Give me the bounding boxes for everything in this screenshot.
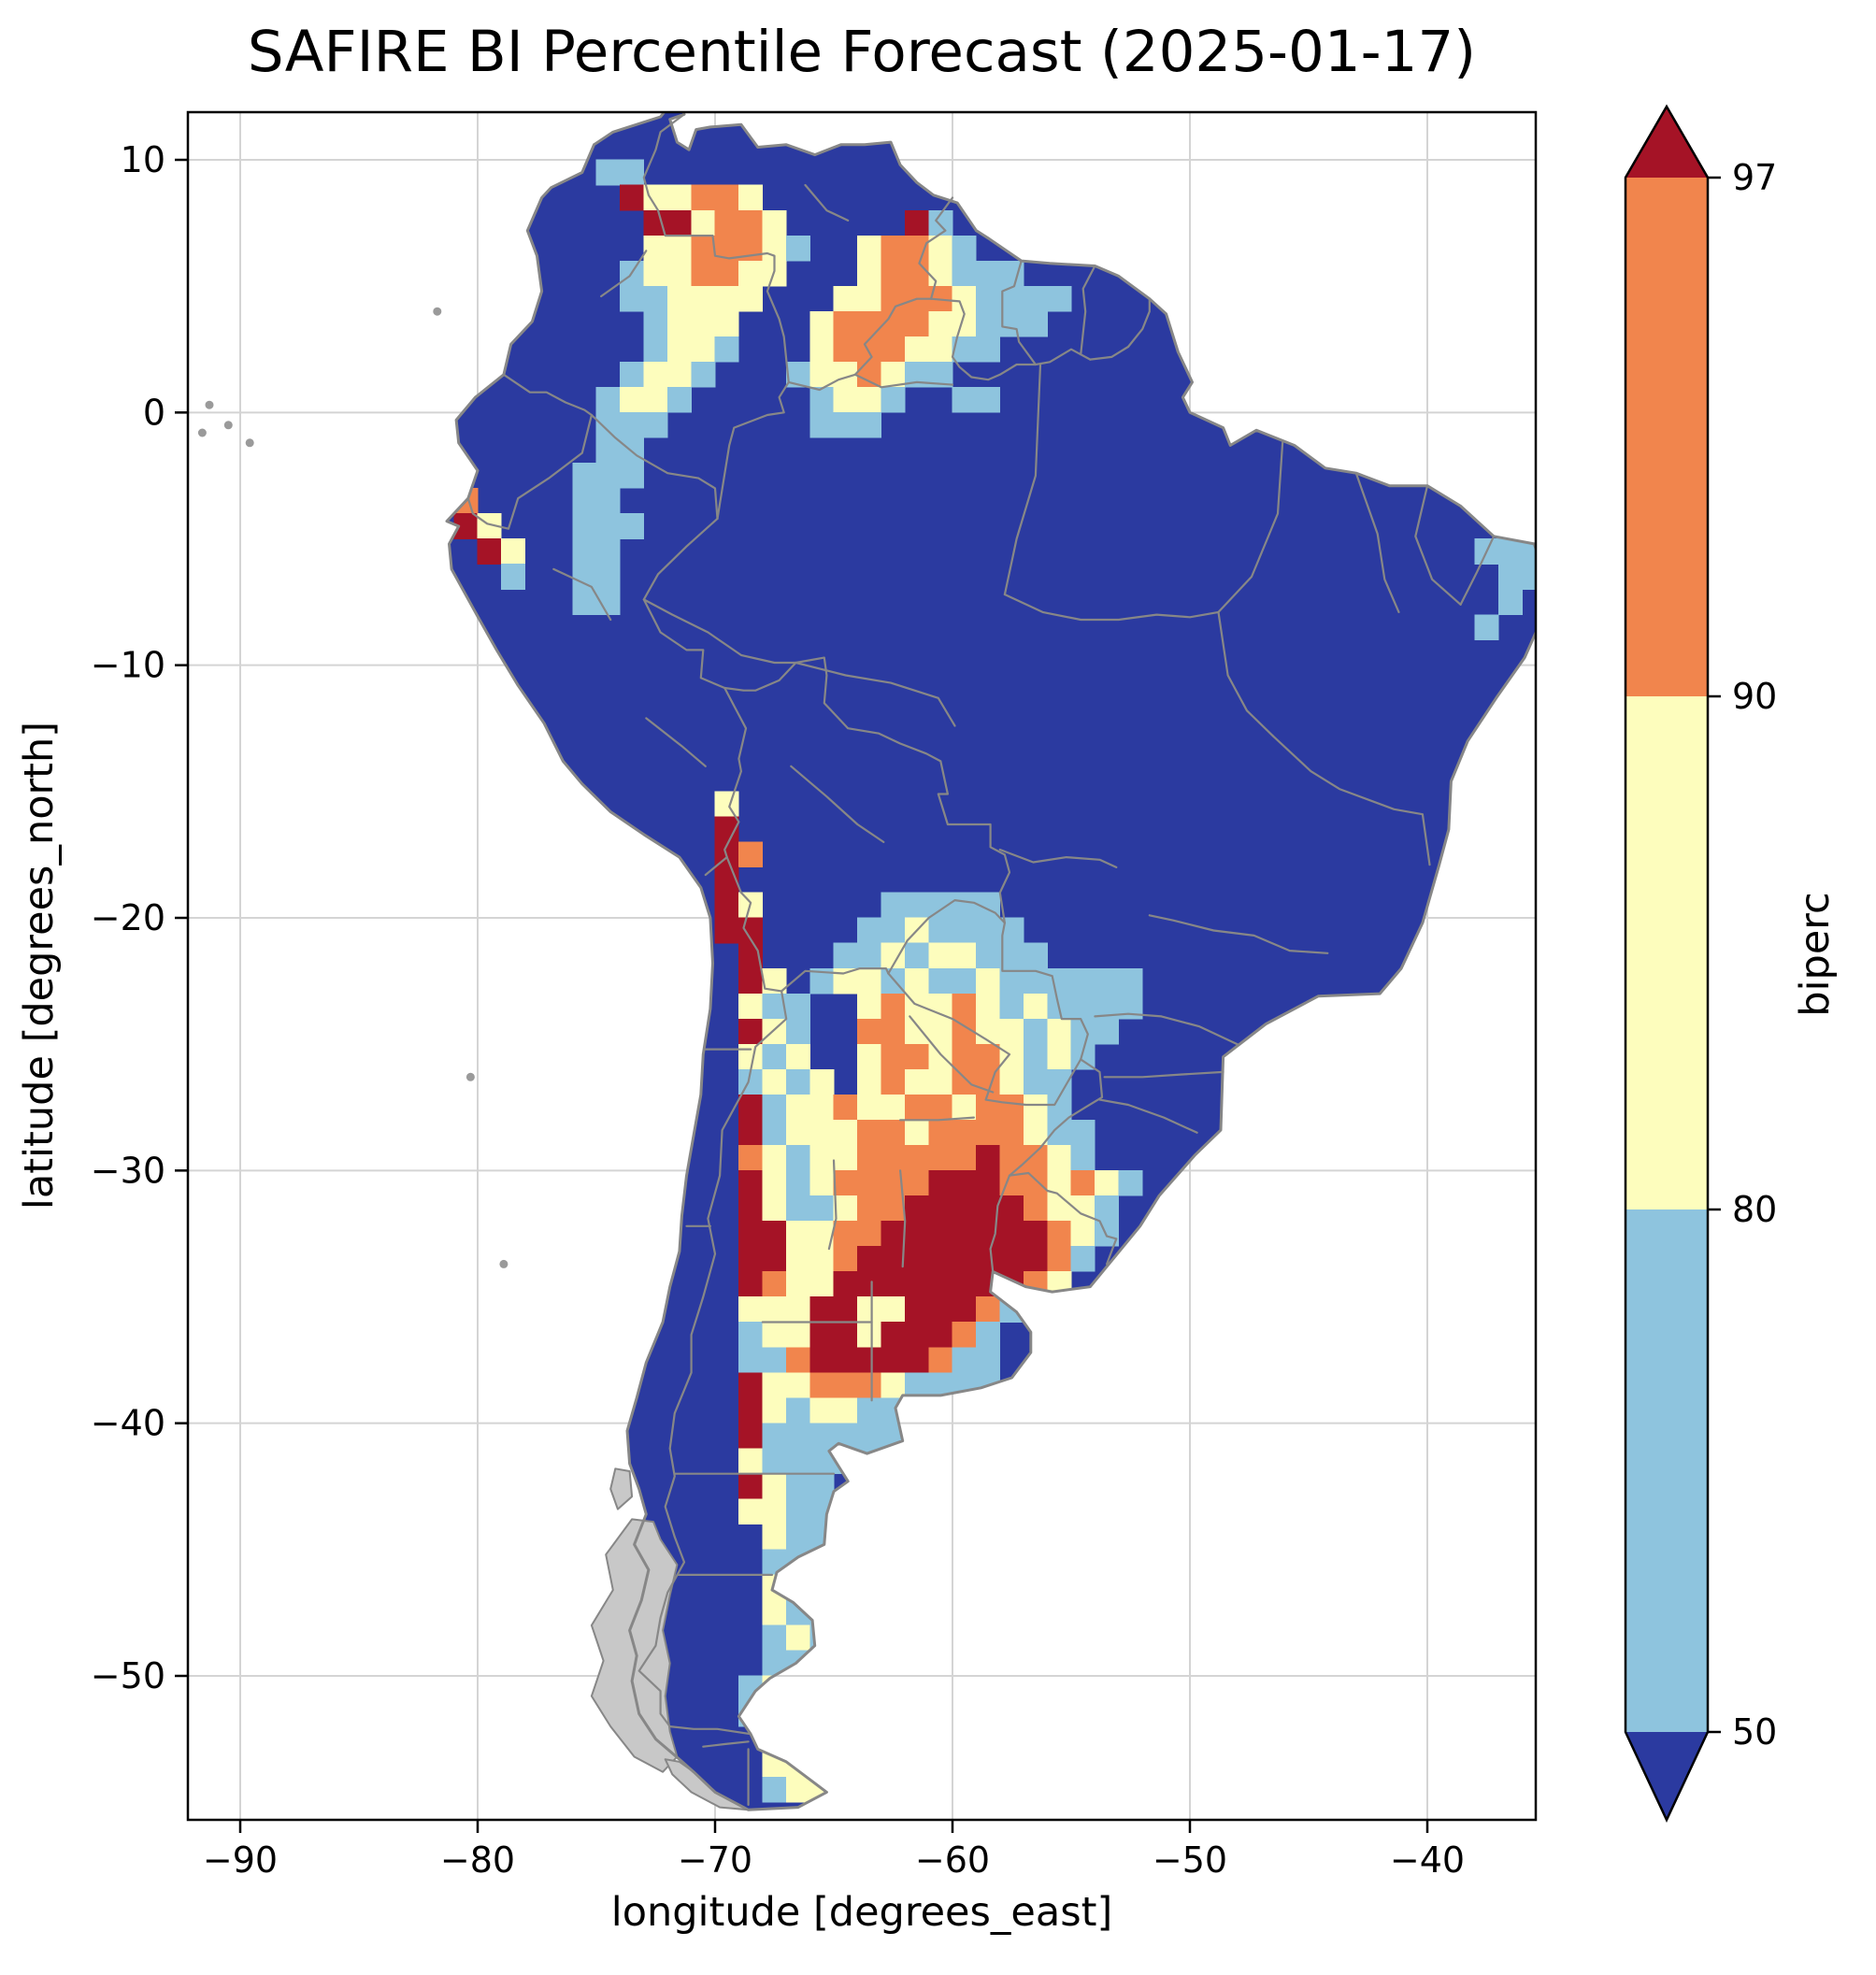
island-dot [197, 428, 207, 437]
island-dot [205, 400, 214, 409]
raster-cells [453, 159, 1536, 1803]
island-dot [433, 307, 442, 316]
x-tick-label: −50 [1153, 1839, 1227, 1881]
y-tick-label: −10 [91, 645, 165, 686]
island-dot [499, 1259, 508, 1268]
colorbar-label: biperc [1792, 892, 1839, 1016]
y-tick-label: −40 [91, 1403, 165, 1444]
y-tick-label: −30 [91, 1150, 165, 1191]
x-axis-label: longitude [degrees_east] [611, 1889, 1113, 1936]
colorbar-tick-label: 90 [1732, 676, 1777, 717]
colorbar-tick-label: 97 [1732, 157, 1777, 198]
colorbar-tick-label: 50 [1732, 1711, 1777, 1753]
admin-borders [466, 113, 1496, 1806]
x-tick-label: −60 [915, 1839, 990, 1881]
x-tick-label: −80 [440, 1839, 515, 1881]
colorbar: 97 90 80 50 [1624, 104, 1777, 1823]
x-tick-label: −70 [678, 1839, 752, 1881]
y-tick-label: −50 [91, 1655, 165, 1696]
plot-title: SAFIRE BI Percentile Forecast (2025-01-1… [248, 19, 1476, 85]
y-axis: 10 0 −10 −20 −30 −40 −50 [91, 139, 188, 1696]
no-data-region [609, 1467, 634, 1510]
island-dot [245, 438, 254, 448]
island-dot [465, 1072, 475, 1081]
x-axis: −90 −80 −70 −60 −50 −40 [203, 1820, 1465, 1881]
map-layers [197, 112, 1536, 1811]
y-tick-label: −20 [91, 897, 165, 938]
y-axis-label: latitude [degrees_north] [16, 722, 63, 1209]
x-tick-label: −40 [1390, 1839, 1465, 1881]
coastline [445, 112, 1536, 1811]
map-clipped-layers [197, 112, 1536, 1811]
y-tick-label: 10 [121, 139, 165, 180]
colorbar-tick-label: 80 [1732, 1189, 1777, 1230]
plot-frame [186, 110, 1538, 1822]
x-tick-label: −90 [203, 1839, 278, 1881]
y-tick-label: 0 [143, 392, 165, 433]
island-dot [223, 421, 233, 430]
